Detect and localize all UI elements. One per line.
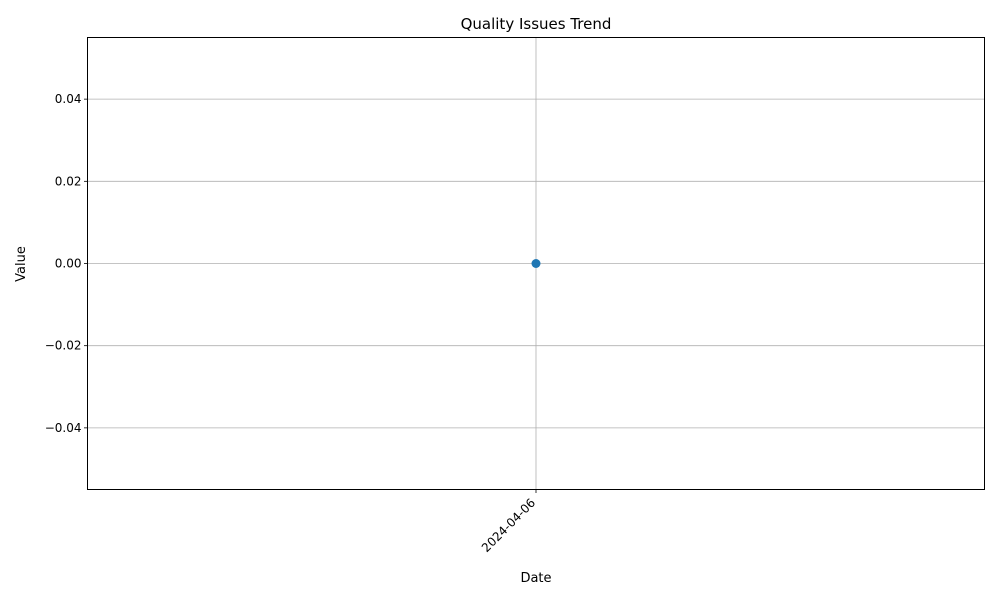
series-layer bbox=[531, 259, 541, 268]
ticks-layer: −0.04 −0.02 0.00 0.02 0.04 2024-04-06 bbox=[45, 92, 538, 555]
x-axis-label: Date bbox=[520, 571, 551, 586]
y-tick-label: −0.04 bbox=[45, 421, 82, 435]
y-tick-label: 0.00 bbox=[55, 257, 82, 271]
chart-title: Quality Issues Trend bbox=[461, 15, 612, 33]
y-tick-label: 0.04 bbox=[55, 92, 82, 106]
y-tick-label: −0.02 bbox=[45, 339, 82, 353]
y-tick-label: 0.02 bbox=[55, 174, 82, 188]
y-axis-label: Value bbox=[14, 246, 29, 282]
data-point bbox=[531, 259, 541, 268]
x-tick-label: 2024-04-06 bbox=[479, 496, 538, 555]
